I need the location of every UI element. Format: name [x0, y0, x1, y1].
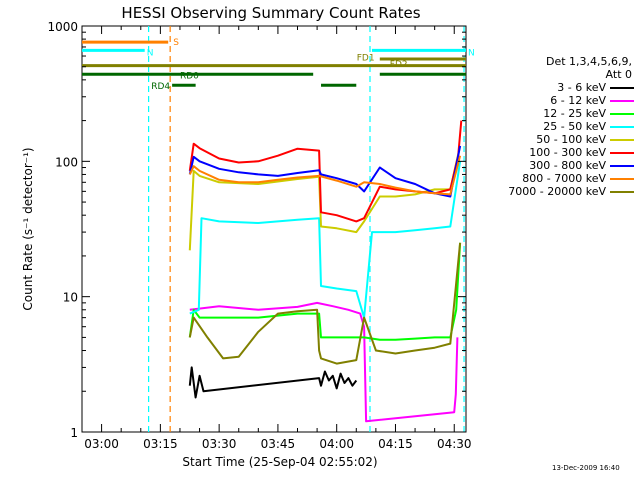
legend-item: 6 - 12 keV — [468, 94, 638, 107]
legend-item: 100 - 300 keV — [468, 146, 638, 159]
series-lines — [188, 120, 463, 423]
x-tick-label: 03:00 — [84, 437, 119, 451]
x-axis-label: Start Time (25-Sep-04 02:55:02) — [182, 455, 377, 469]
series-line — [188, 155, 462, 196]
state-bars: S N N FD1 FD2 RD0 RD4 — [82, 38, 475, 92]
x-tick-label: 04:15 — [378, 437, 413, 451]
x-tick-label: 04:00 — [319, 437, 354, 451]
legend-item: 3 - 6 keV — [468, 81, 638, 94]
legend-item: 12 - 25 keV — [468, 107, 638, 120]
legend-item: 800 - 7000 keV — [468, 172, 638, 185]
legend-item: 50 - 100 keV — [468, 133, 638, 146]
series-line — [188, 242, 462, 341]
y-tick-label: 100 — [55, 155, 78, 169]
legend-swatch — [610, 190, 634, 193]
series-line — [188, 145, 462, 198]
legend-swatch — [610, 138, 634, 141]
plot-frame — [81, 25, 467, 433]
legend-swatch — [610, 112, 634, 115]
state-bar-label: N — [147, 48, 154, 58]
state-bar-label: RD0 — [180, 71, 199, 81]
series-line — [189, 161, 462, 319]
x-tick-label: 03:45 — [261, 437, 296, 451]
y-tick-label: 10 — [63, 291, 78, 305]
x-axis: 03:00 03:15 03:30 03:45 04:00 04:15 04:30 — [81, 26, 472, 451]
series-line — [188, 366, 358, 399]
vertical-markers — [148, 26, 465, 432]
legend-swatch — [610, 177, 634, 180]
timestamp-footnote: 13-Dec-2009 16:40 — [552, 464, 620, 472]
chart-title: HESSI Observing Summary Count Rates — [121, 4, 420, 22]
legend-label: 3 - 6 keV — [557, 81, 606, 94]
legend: Det 1,3,4,5,6,9, Att 0 3 - 6 keV 6 - 12 k… — [468, 55, 638, 198]
legend-label: 800 - 7000 keV — [522, 172, 606, 185]
legend-swatch — [610, 164, 634, 167]
y-tick-label: 1000 — [47, 20, 78, 34]
legend-header-2: Att 0 — [605, 68, 632, 81]
state-bar-label: N — [468, 48, 475, 58]
legend-item: 25 - 50 keV — [468, 120, 638, 133]
legend-swatch — [610, 99, 634, 102]
state-bar-label: RD4 — [151, 82, 170, 92]
legend-label: 6 - 12 keV — [550, 94, 606, 107]
legend-label: 300 - 800 keV — [529, 159, 606, 172]
legend-label: 12 - 25 keV — [543, 107, 606, 120]
state-bar-label: FD2 — [390, 60, 408, 70]
x-tick-label: 04:30 — [437, 437, 472, 451]
legend-label: 50 - 100 keV — [536, 133, 606, 146]
legend-item: 300 - 800 keV — [468, 159, 638, 172]
y-tick-label: 1 — [70, 426, 78, 440]
legend-rows: 3 - 6 keV 6 - 12 keV 12 - 25 keV 25 - 50 ke… — [468, 81, 638, 198]
legend-label: 25 - 50 keV — [543, 120, 606, 133]
legend-item: 7000 - 20000 keV — [468, 185, 638, 198]
legend-swatch — [610, 125, 634, 128]
x-tick-label: 03:30 — [202, 437, 237, 451]
state-bar-label: FD1 — [357, 54, 375, 64]
legend-label: 7000 - 20000 keV — [508, 185, 606, 198]
legend-label: 100 - 300 keV — [529, 146, 606, 159]
series-line — [189, 301, 459, 423]
state-bar-label: S — [173, 38, 179, 48]
legend-swatch — [610, 86, 634, 89]
legend-swatch — [610, 151, 634, 154]
legend-header-1: Det 1,3,4,5,6,9, — [545, 55, 632, 68]
x-tick-label: 03:15 — [143, 437, 178, 451]
series-line — [188, 242, 462, 365]
y-axis: 1 10 100 1000 — [47, 20, 466, 440]
y-axis-label: Count Rate (s⁻¹ detector⁻¹) — [21, 147, 35, 310]
